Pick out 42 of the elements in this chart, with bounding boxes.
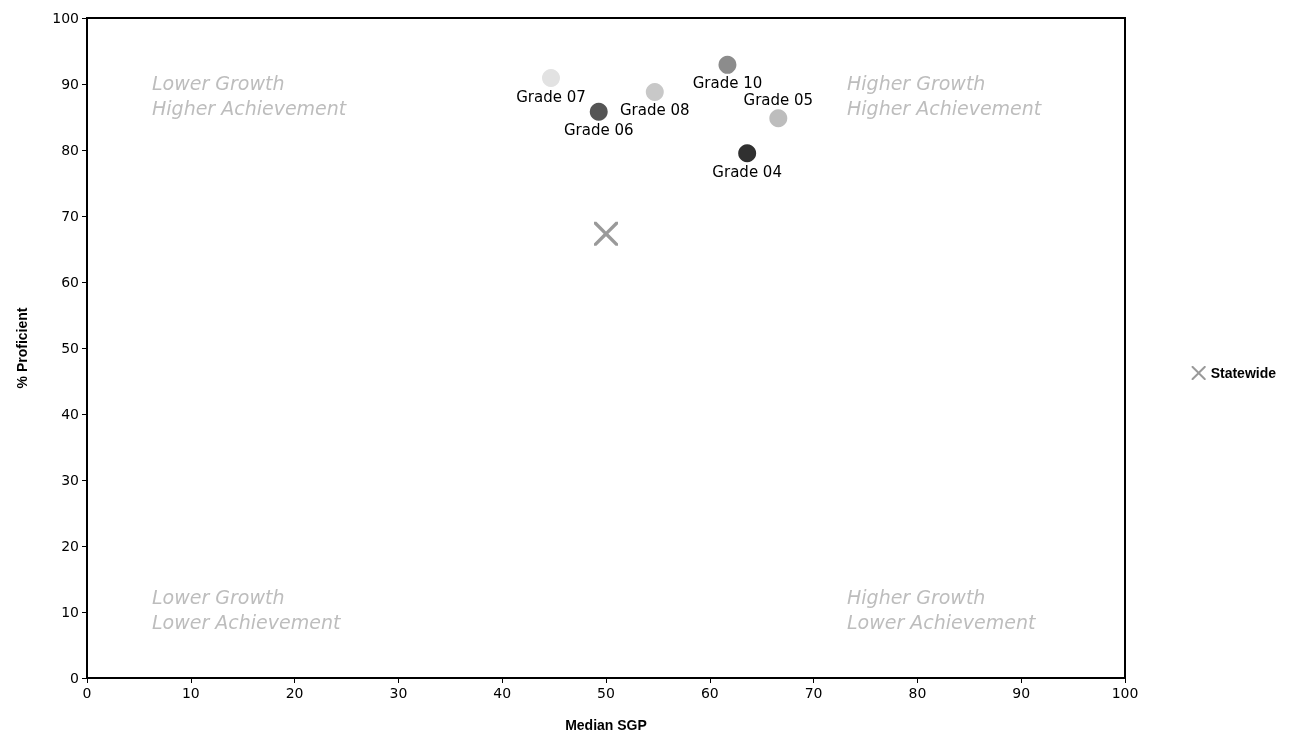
x-tick-label: 0 — [82, 685, 92, 701]
y-tick-label: 70 — [61, 208, 79, 224]
y-tick-label: 30 — [61, 472, 79, 488]
annotation: Lower Growth Lower Achievement — [152, 585, 342, 633]
y-tick-label: 0 — [70, 670, 79, 686]
x-axis-title: Median SGP — [565, 717, 647, 733]
series-label: Grade 10 — [692, 74, 763, 93]
y-tick-label: 90 — [61, 76, 79, 92]
y-axis-title: % Proficient — [14, 307, 30, 389]
x-tick-label: 40 — [493, 685, 512, 701]
x-tick-label: 70 — [804, 685, 823, 701]
annotation: Higher Growth Higher Achievement — [847, 71, 1043, 119]
y-tick-label: 80 — [61, 142, 79, 158]
y-tick-label: 50 — [61, 340, 79, 356]
series-label: Grade 07 — [516, 87, 586, 106]
point — [594, 221, 618, 246]
x-tick-label: 60 — [700, 685, 719, 701]
x-tick-label: 100 — [1111, 685, 1139, 701]
x-tick-label: 90 — [1012, 685, 1031, 701]
y-tick-label: 20 — [61, 538, 79, 554]
y-tick-label: 40 — [61, 406, 79, 422]
y-tick-label: 60 — [61, 274, 79, 290]
annotation: Lower Growth Higher Achievement — [152, 71, 348, 119]
legend-label: Statewide — [1210, 365, 1277, 381]
x-tick-label: 80 — [908, 685, 927, 701]
x-tick-label: 20 — [285, 685, 304, 701]
point — [542, 69, 560, 88]
series-label: Grade 04 — [712, 162, 782, 181]
annotation: Higher Growth Lower Achievement — [847, 585, 1037, 633]
point — [645, 82, 664, 101]
x-tick-label: 30 — [389, 685, 408, 701]
series-label: Grade 05 — [743, 90, 814, 109]
point — [738, 144, 757, 163]
point — [589, 102, 608, 121]
x-tick-label: 50 — [597, 685, 615, 701]
x-tick-label: 10 — [181, 685, 200, 701]
y-tick-label: 100 — [52, 10, 79, 26]
series-label: Grade 08 — [619, 101, 690, 120]
series-label: Grade 06 — [563, 121, 634, 140]
point — [718, 55, 737, 74]
y-tick-label: 10 — [61, 604, 79, 620]
point — [769, 109, 788, 128]
